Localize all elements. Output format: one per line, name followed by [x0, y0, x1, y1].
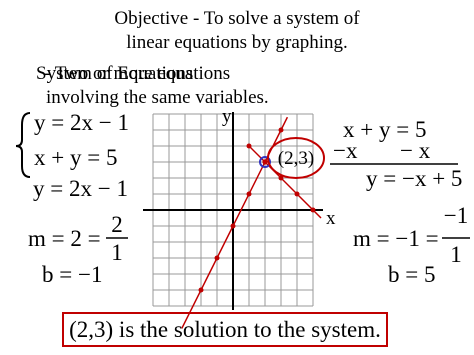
graph	[143, 112, 323, 329]
graph-dot	[214, 255, 220, 261]
graph-dot	[246, 143, 252, 149]
conclusion: (2,3) is the solution to the system.	[69, 317, 381, 342]
x-axis-label: x	[326, 208, 336, 229]
graph-dot	[198, 287, 204, 293]
intercept: b = 5	[388, 262, 435, 287]
equation: y = 2x − 1	[33, 176, 128, 201]
slope: m = 2 =	[28, 226, 101, 251]
conclusion-box	[62, 312, 388, 347]
graph-dot	[278, 127, 284, 133]
fraction-den: 1	[450, 242, 462, 267]
graph-dot	[294, 191, 300, 197]
graph-dot	[278, 175, 284, 181]
graph-line	[246, 143, 322, 219]
title-line-part: Objective - To solve a system of	[114, 8, 360, 29]
brace	[15, 112, 31, 178]
y-axis-label: y	[222, 106, 232, 127]
highlight-ellipse	[267, 137, 325, 179]
subtract: −x	[333, 138, 358, 163]
slope: m = −1 =	[353, 226, 439, 251]
system-equation: x + y = 5	[34, 145, 117, 170]
solution-marker	[259, 156, 271, 168]
title-line-part: linear equations by graphing.	[126, 32, 348, 53]
point-label: (2,3)	[278, 148, 314, 169]
intercept: b = −1	[42, 262, 102, 287]
subtract: − x	[400, 138, 431, 163]
definition-term: System of Equations	[36, 63, 193, 84]
fraction-den: 1	[111, 240, 123, 265]
equation: y = −x + 5	[366, 166, 462, 191]
system-equation: y = 2x − 1	[34, 110, 129, 135]
graph-dot	[230, 223, 236, 229]
definition-continuation: involving the same variables.	[46, 87, 269, 108]
graph-dot	[246, 191, 252, 197]
graph-dot	[310, 207, 316, 213]
equation: x + y = 5	[343, 117, 426, 142]
definition-overlay: - Two or more equations	[44, 63, 230, 84]
fraction-num: −1	[444, 203, 468, 228]
graph-dot	[262, 159, 268, 165]
fraction-num: 2	[111, 212, 123, 237]
title-line: Objective - To solve a system of linear e…	[114, 8, 360, 53]
